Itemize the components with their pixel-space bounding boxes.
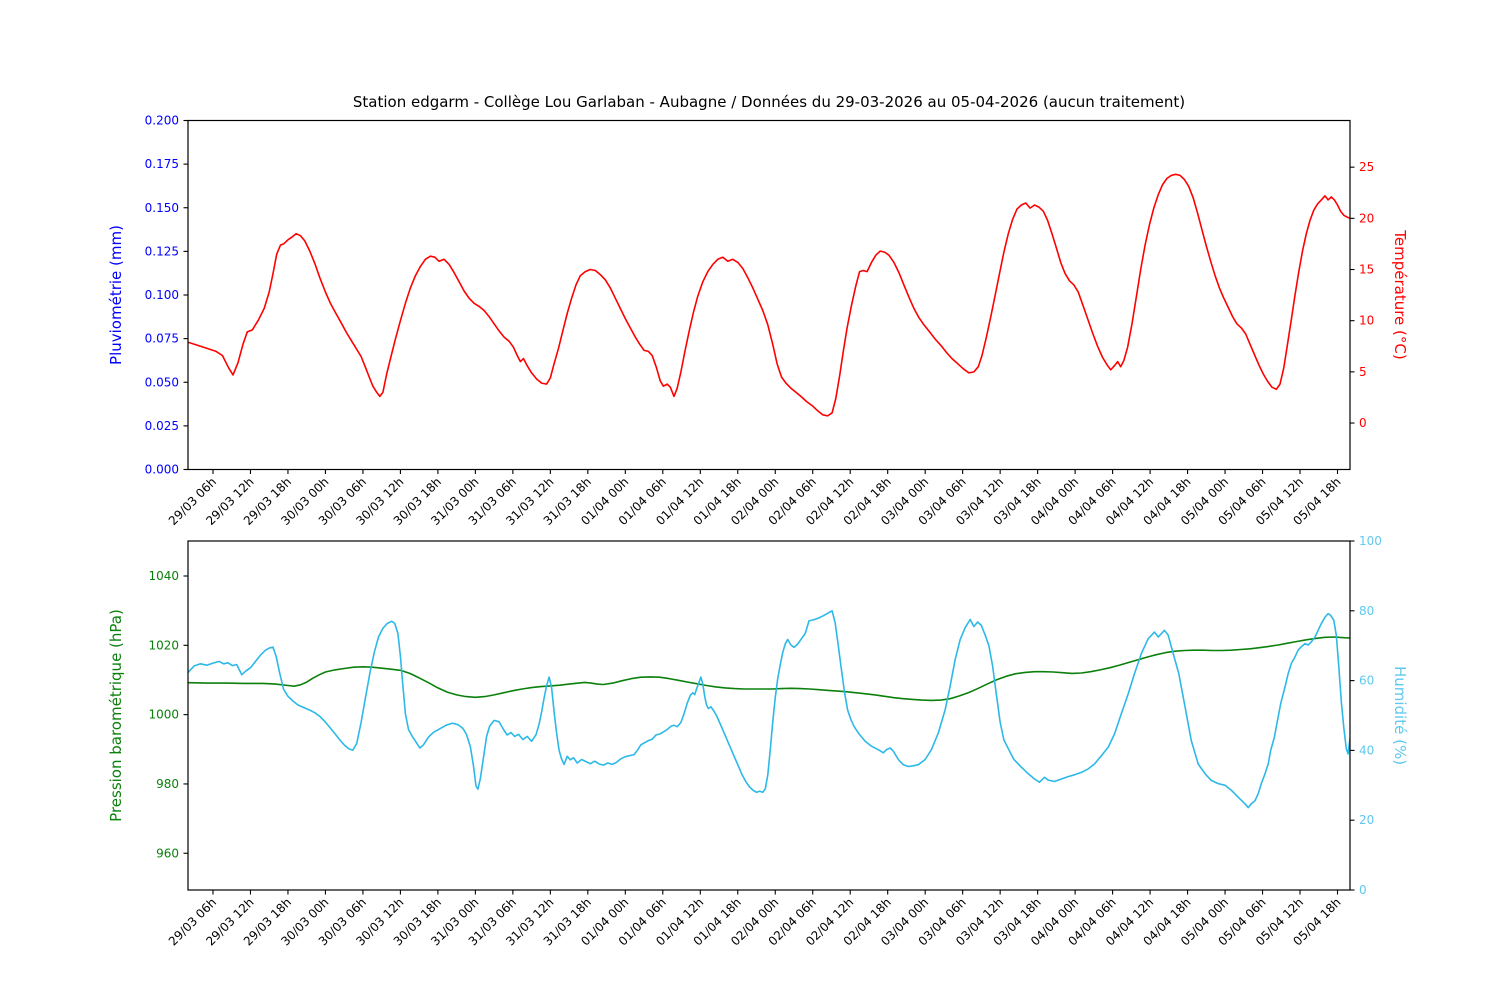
y-tick-label: 0 (1359, 883, 1367, 897)
y-tick-label: 25 (1359, 160, 1374, 174)
y-tick-label: 0.175 (145, 157, 179, 171)
y-tick-label: 15 (1359, 263, 1374, 277)
y-tick-label: 5 (1359, 365, 1367, 379)
series-humidit (188, 609, 1350, 809)
left-axis: 960 980 1000 1020 1040 Pression barométrique … (107, 569, 188, 860)
plot-frame (187, 540, 1351, 891)
right-axis: 0 5 10 15 20 25 Température (°C) (1350, 160, 1409, 430)
right-axis-title: Humidité (%) (1391, 666, 1409, 765)
y-tick-label: 1000 (148, 708, 179, 722)
y-tick-label: 0.050 (145, 375, 179, 389)
y-tick-label: 80 (1359, 604, 1374, 618)
left-axis: 0.000 0.025 0.050 0.075 0.100 0.125 0.150 0.175… (107, 114, 188, 477)
y-tick-label: 100 (1359, 534, 1382, 548)
right-axis-title: Température (°C) (1391, 229, 1409, 359)
y-tick-label: 60 (1359, 674, 1374, 688)
y-tick-label: 980 (156, 777, 179, 791)
y-tick-label: 0.125 (145, 244, 179, 258)
left-axis-title: Pression barométrique (hPa) (107, 609, 125, 822)
y-tick-label: 40 (1359, 743, 1374, 757)
y-tick-label: 0.100 (145, 288, 179, 302)
y-tick-label: 10 (1359, 314, 1374, 328)
y-tick-label: 1020 (148, 638, 179, 652)
series-pression-barom-trique-hpa (188, 636, 1350, 702)
y-tick-label: 20 (1359, 211, 1374, 225)
plot-frame (187, 119, 1351, 471)
right-axis: 0 20 40 60 80 100 Humidité (%) (1350, 534, 1409, 897)
y-tick-label: 0 (1359, 416, 1367, 430)
y-tick-label: 960 (156, 846, 179, 860)
y-tick-label: 0.150 (145, 201, 179, 215)
y-tick-label: 0.075 (145, 332, 179, 346)
y-tick-label: 0.000 (145, 463, 179, 477)
y-tick-label: 0.200 (145, 114, 179, 128)
left-axis-title: Pluviométrie (mm) (107, 225, 125, 365)
chart-title: Station edgarm - Collège Lou Garlaban - … (353, 93, 1185, 111)
y-tick-label: 0.025 (145, 419, 179, 433)
y-tick-label: 1040 (148, 569, 179, 583)
series-temp-rature-c (188, 173, 1350, 417)
y-tick-label: 20 (1359, 813, 1374, 827)
